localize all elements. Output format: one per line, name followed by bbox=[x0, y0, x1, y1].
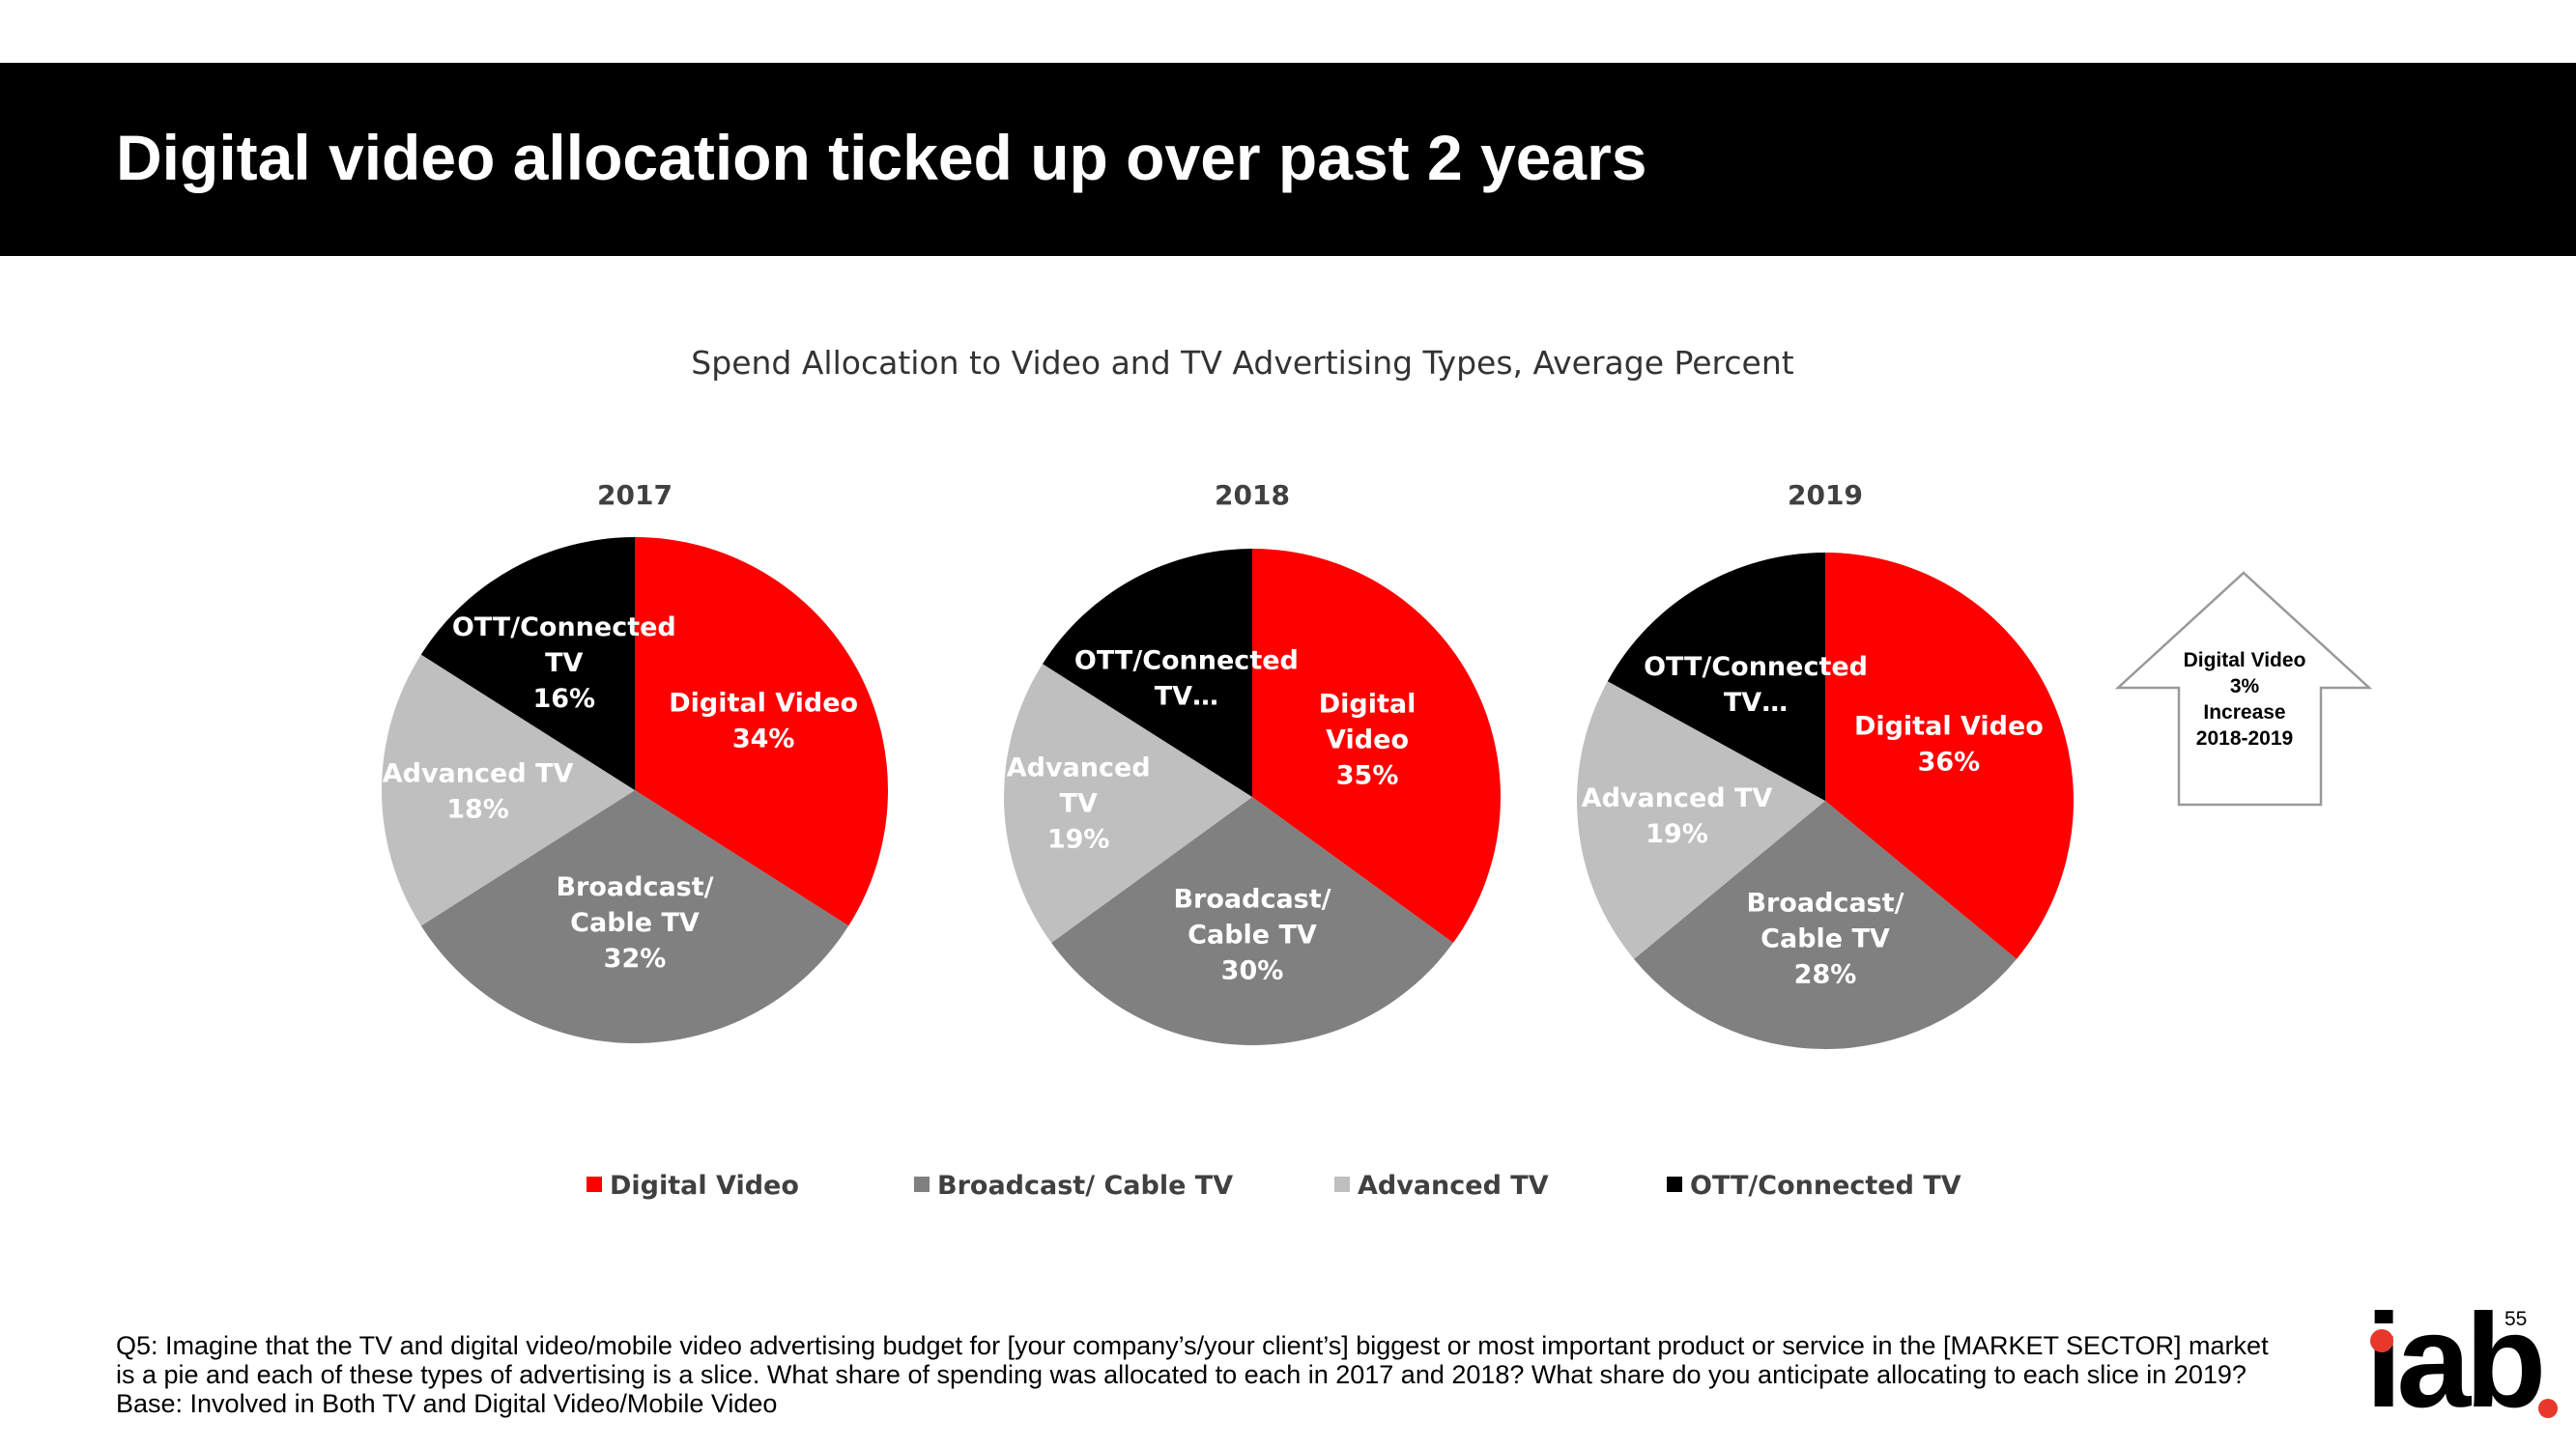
slice-label-line: 28% bbox=[1794, 959, 1857, 989]
footnote: Q5: Imagine that the TV and digital vide… bbox=[116, 1331, 2367, 1418]
slice-data-label: Broadcast/Cable TV 32% bbox=[556, 872, 713, 974]
logo-dots bbox=[2370, 1329, 2558, 1418]
pie-slice-broadcast-cable-tv bbox=[1051, 797, 1453, 1045]
legend-label: Digital Video bbox=[610, 1171, 799, 1201]
slice-data-label: Broadcast/Cable TV 30% bbox=[1173, 884, 1331, 985]
slice-data-label: Broadcast/Cable TV 28% bbox=[1746, 888, 1903, 989]
legend-item-digital-video: Digital Video bbox=[587, 1171, 799, 1201]
slice-label-line: TV… bbox=[1724, 688, 1788, 718]
slice-data-label: Digital Video 34% bbox=[669, 688, 858, 753]
pie-2017: 2017 Digital Video 34% Broadcast/Cable TV 32… bbox=[382, 479, 888, 1043]
logo-red-dot-icon bbox=[2370, 1329, 2393, 1352]
footnote-line: Base: Involved in Both TV and Digital Vi… bbox=[116, 1389, 778, 1418]
slice-label-line: Advanced bbox=[1007, 753, 1151, 783]
page-number: 55 bbox=[2504, 1308, 2528, 1330]
slice-data-label: OTT/Connected TV… bbox=[1074, 646, 1299, 712]
pie-year-label: 2018 bbox=[1215, 479, 1290, 511]
legend-item-ott-connected-tv: OTT/Connected TV bbox=[1667, 1171, 1961, 1201]
pie-year-label: 2017 bbox=[597, 479, 673, 511]
legend-item-broadcast-cable-tv: Broadcast/ Cable TV bbox=[914, 1171, 1233, 1201]
chart-title: Spend Allocation to Video and TV Adverti… bbox=[691, 344, 1793, 382]
slice-label-line: Digital Video bbox=[669, 688, 858, 718]
pie-slice-digital-video bbox=[1252, 549, 1501, 944]
legend-swatch bbox=[914, 1177, 930, 1192]
callout-line: 2018-2019 bbox=[2196, 727, 2293, 750]
pie-year-label: 2019 bbox=[1788, 479, 1863, 511]
slice-label-line: 18% bbox=[446, 795, 509, 825]
slice-label-line: 19% bbox=[1047, 825, 1110, 855]
slice-label-line: 16% bbox=[532, 684, 595, 714]
legend-label: Advanced TV bbox=[1358, 1171, 1549, 1201]
slice-label-line: Broadcast/ bbox=[556, 872, 713, 902]
pie-slice-advanced-tv bbox=[1004, 664, 1252, 944]
slice-data-label: OTT/Connected TV… bbox=[1644, 652, 1868, 718]
title-bar: Digital video allocation ticked up over … bbox=[0, 63, 2576, 256]
footnote-line: is a pie and each of these types of adve… bbox=[116, 1360, 2247, 1389]
slice-label-line: Broadcast/ bbox=[1746, 888, 1903, 918]
slice-data-label: Advanced TV 18% bbox=[383, 759, 574, 825]
increase-callout: Digital Video 3% Increase 2018-2019 bbox=[2114, 571, 2373, 807]
slice-label-line: Digital bbox=[1319, 689, 1417, 719]
slice-label-line: 19% bbox=[1646, 819, 1708, 849]
callout-line: 3% bbox=[2230, 675, 2260, 697]
slice-label-line: Digital Video bbox=[1854, 711, 2044, 741]
slice-label-line: Advanced TV bbox=[1582, 783, 1773, 813]
legend-swatch bbox=[587, 1177, 602, 1192]
legend: Digital Video Broadcast/ Cable TV Advanced… bbox=[587, 1171, 1961, 1201]
slide-title: Digital video allocation ticked up over … bbox=[116, 122, 1647, 193]
slice-label-line: Cable TV bbox=[1188, 920, 1317, 950]
slice-label-line: TV… bbox=[1155, 682, 1218, 712]
slice-data-label: Digital Video 36% bbox=[1854, 711, 2044, 777]
legend-swatch bbox=[1667, 1177, 1682, 1192]
slice-label-line: OTT/Connected bbox=[1074, 646, 1299, 676]
slice-label-line: 32% bbox=[604, 944, 667, 974]
pie-slice-advanced-tv bbox=[1577, 681, 1825, 959]
legend-swatch bbox=[1334, 1177, 1350, 1192]
slice-label-line: 30% bbox=[1221, 955, 1284, 985]
slice-label-line: TV bbox=[545, 648, 583, 678]
pie-slice-broadcast-cable-tv bbox=[1633, 801, 2018, 1050]
slice-label-line: 34% bbox=[732, 724, 795, 753]
slice-label-line: Broadcast/ bbox=[1173, 884, 1331, 914]
pie-slice-ott-connected-tv bbox=[1607, 553, 1825, 801]
slice-label-line: Cable TV bbox=[570, 908, 700, 938]
legend-item-advanced-tv: Advanced TV bbox=[1334, 1171, 1549, 1201]
callout-line: Digital Video bbox=[2184, 649, 2306, 671]
pie-slice-digital-video bbox=[635, 537, 888, 926]
logo-text: iab bbox=[2365, 1287, 2546, 1435]
slice-data-label: Advanced TV 19% bbox=[1582, 783, 1773, 849]
callout-text: Digital Video 3% Increase 2018-2019 bbox=[2184, 649, 2306, 750]
pie-2018: 2018 Digital Video 35% Broadcast/Cable TV 30%… bbox=[1004, 479, 1501, 1045]
slice-label-line: Cable TV bbox=[1760, 923, 1890, 953]
slice-label-line: 36% bbox=[1918, 747, 1981, 777]
up-arrow-icon bbox=[2114, 571, 2373, 807]
slice-label-line: Video bbox=[1326, 724, 1409, 754]
slice-label-line: 35% bbox=[1336, 760, 1399, 790]
pies-group: 2017 Digital Video 34% Broadcast/Cable TV 32… bbox=[382, 479, 2075, 1050]
slice-data-label: Advanced TV 19% bbox=[1007, 753, 1151, 855]
pie-slice-advanced-tv bbox=[382, 654, 635, 926]
pie-slice-ott-connected-tv bbox=[1043, 549, 1252, 797]
slice-data-label: OTT/Connected TV 16% bbox=[452, 612, 676, 714]
slice-label-line: OTT/Connected bbox=[452, 612, 676, 642]
pie-slice-digital-video bbox=[1825, 553, 2075, 959]
slice-label-line: TV bbox=[1060, 789, 1098, 819]
legend-label: Broadcast/ Cable TV bbox=[937, 1171, 1233, 1201]
slice-label-line: OTT/Connected bbox=[1644, 652, 1868, 682]
slice-label-line: Advanced TV bbox=[383, 759, 574, 789]
logo-red-period-icon bbox=[2538, 1399, 2558, 1418]
footnote-line: Q5: Imagine that the TV and digital vide… bbox=[116, 1331, 2269, 1360]
callout-line: Increase bbox=[2203, 701, 2285, 724]
pie-slice-broadcast-cable-tv bbox=[420, 790, 849, 1043]
slice-data-label: Digital Video 35% bbox=[1319, 689, 1417, 790]
legend-label: OTT/Connected TV bbox=[1690, 1171, 1961, 1201]
iab-logo: iab bbox=[2365, 1294, 2559, 1430]
pie-slice-ott-connected-tv bbox=[420, 537, 635, 790]
pie-2019: 2019 Digital Video 36% Broadcast/Cable TV 28… bbox=[1577, 479, 2075, 1050]
